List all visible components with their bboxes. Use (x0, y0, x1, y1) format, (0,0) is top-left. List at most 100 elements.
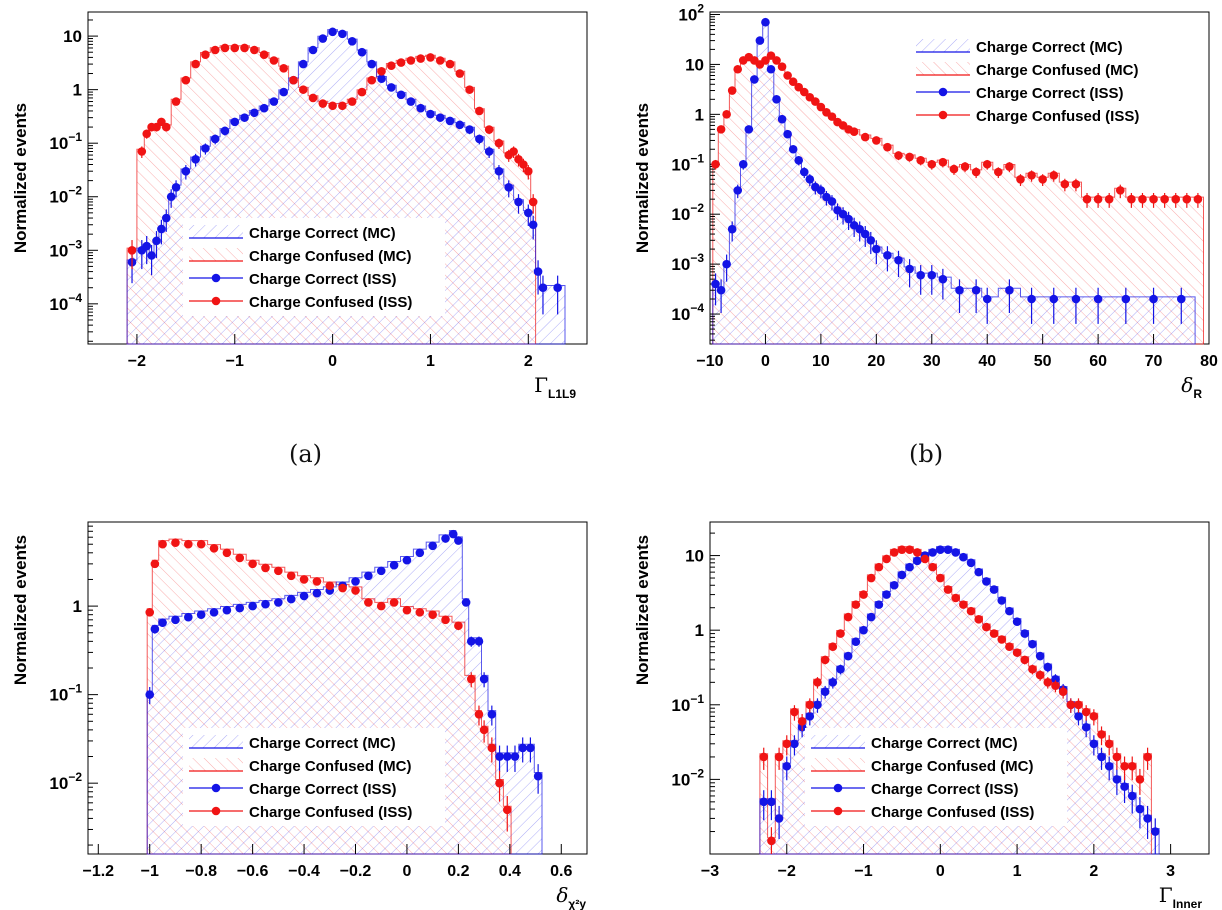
data-point-correct (209, 608, 219, 617)
legend-swatch (811, 735, 865, 748)
data-point-correct (783, 129, 792, 139)
legend-label: Charge Confused (ISS) (249, 294, 412, 311)
data-point-confused (1012, 648, 1022, 657)
data-point-correct (766, 64, 776, 74)
data-point-correct (943, 545, 953, 554)
data-point-correct (495, 752, 504, 761)
data-point-confused (783, 71, 792, 80)
data-point-confused (711, 159, 720, 169)
x-tick-label: 70 (1145, 353, 1163, 370)
data-point-correct (318, 34, 328, 43)
data-point-confused (1160, 194, 1169, 204)
legend-swatch (811, 758, 865, 771)
legend-swatch-marker (938, 87, 948, 97)
legend-label: Charge Confused (MC) (871, 758, 1034, 775)
data-point-correct (722, 259, 731, 269)
data-point-correct (396, 90, 406, 100)
data-point-correct (448, 529, 458, 539)
data-point-confused (1120, 761, 1129, 771)
data-point-correct (882, 590, 891, 599)
data-point-correct (259, 103, 269, 113)
data-point-correct (389, 560, 399, 570)
data-point-correct (377, 74, 386, 84)
data-point-confused (1115, 186, 1125, 195)
data-point-confused (1035, 670, 1045, 680)
data-point-confused (905, 152, 914, 162)
data-point-correct (711, 279, 720, 289)
data-point-confused (171, 97, 181, 106)
data-point-confused (235, 553, 245, 563)
x-tick-label: 50 (1034, 353, 1052, 370)
data-point-confused (445, 59, 455, 69)
x-tick-label: −3 (701, 863, 719, 880)
data-point-confused (230, 43, 240, 53)
data-point-correct (777, 114, 787, 124)
data-point-confused (279, 64, 288, 73)
data-point-confused (733, 64, 743, 74)
data-point-correct (484, 147, 494, 156)
data-point-confused (196, 539, 206, 549)
data-point-confused (774, 752, 784, 762)
data-point-correct (201, 144, 210, 153)
data-point-confused (974, 614, 983, 624)
data-point-confused (1081, 707, 1091, 717)
data-point-confused (474, 709, 484, 719)
y-tick-label: 10−2 (671, 766, 704, 789)
y-tick-label: 10−1 (671, 692, 704, 715)
x-tick-label: 0.4 (499, 863, 521, 880)
data-point-correct (982, 577, 991, 586)
data-point-confused (415, 608, 425, 617)
data-point-correct (161, 213, 171, 223)
data-point-correct (836, 664, 845, 674)
data-point-confused (402, 605, 412, 615)
data-point-confused (874, 562, 884, 572)
data-point-confused (519, 160, 528, 169)
chart-panel-d: −3 −2 −1 0 1 2 3 10 1 10−1 10−2 Charge Correct (MC… (633, 521, 1210, 910)
data-point-confused (1020, 655, 1030, 665)
data-point-correct (406, 97, 416, 106)
data-point-correct (1143, 814, 1152, 823)
data-point-correct (487, 709, 497, 719)
x-tick-label: 2 (1089, 863, 1098, 880)
legend-b: Charge Correct (MC) Charge Confused (MC) C… (910, 32, 1172, 130)
data-point-confused (1066, 700, 1076, 710)
y-tick-label: 10−3 (49, 237, 82, 260)
y-tick-label: 10 (685, 547, 704, 566)
legend-label: Charge Correct (MC) (871, 735, 1018, 752)
data-point-correct (235, 603, 245, 613)
data-point-correct (474, 637, 484, 646)
x-tick-label: −1 (226, 353, 244, 370)
legend-swatch (189, 248, 243, 261)
data-point-correct (461, 598, 471, 607)
data-point-confused (312, 577, 322, 586)
data-point-confused (479, 725, 489, 735)
data-point-correct (971, 285, 981, 295)
data-point-confused (248, 559, 257, 569)
y-tick-label: 1 (73, 597, 82, 616)
data-point-correct (805, 174, 815, 184)
data-point-confused (889, 548, 899, 557)
data-point-correct (479, 674, 489, 684)
data-point-correct (889, 580, 899, 590)
data-point-confused (716, 125, 726, 134)
legend-label: Charge Confused (MC) (249, 248, 412, 265)
data-point-confused (1028, 664, 1037, 674)
data-point-correct (510, 752, 520, 761)
x-tick-label: −1.2 (82, 863, 114, 880)
data-point-correct (312, 588, 322, 598)
data-point-confused (836, 629, 845, 638)
data-point-confused (1193, 194, 1203, 204)
data-point-correct (820, 687, 830, 696)
x-tick-label: 0 (328, 353, 337, 370)
data-point-correct (142, 241, 152, 251)
legend-swatch-marker (211, 783, 221, 793)
x-tick-label: −1 (141, 863, 159, 880)
data-point-correct (855, 224, 864, 234)
iss-points-d (759, 545, 1160, 854)
data-point-correct (755, 36, 765, 45)
data-point-correct (966, 558, 976, 568)
data-point-correct (750, 75, 759, 84)
data-point-confused (396, 58, 406, 67)
data-point-correct (761, 17, 770, 27)
data-point-correct (147, 251, 156, 260)
